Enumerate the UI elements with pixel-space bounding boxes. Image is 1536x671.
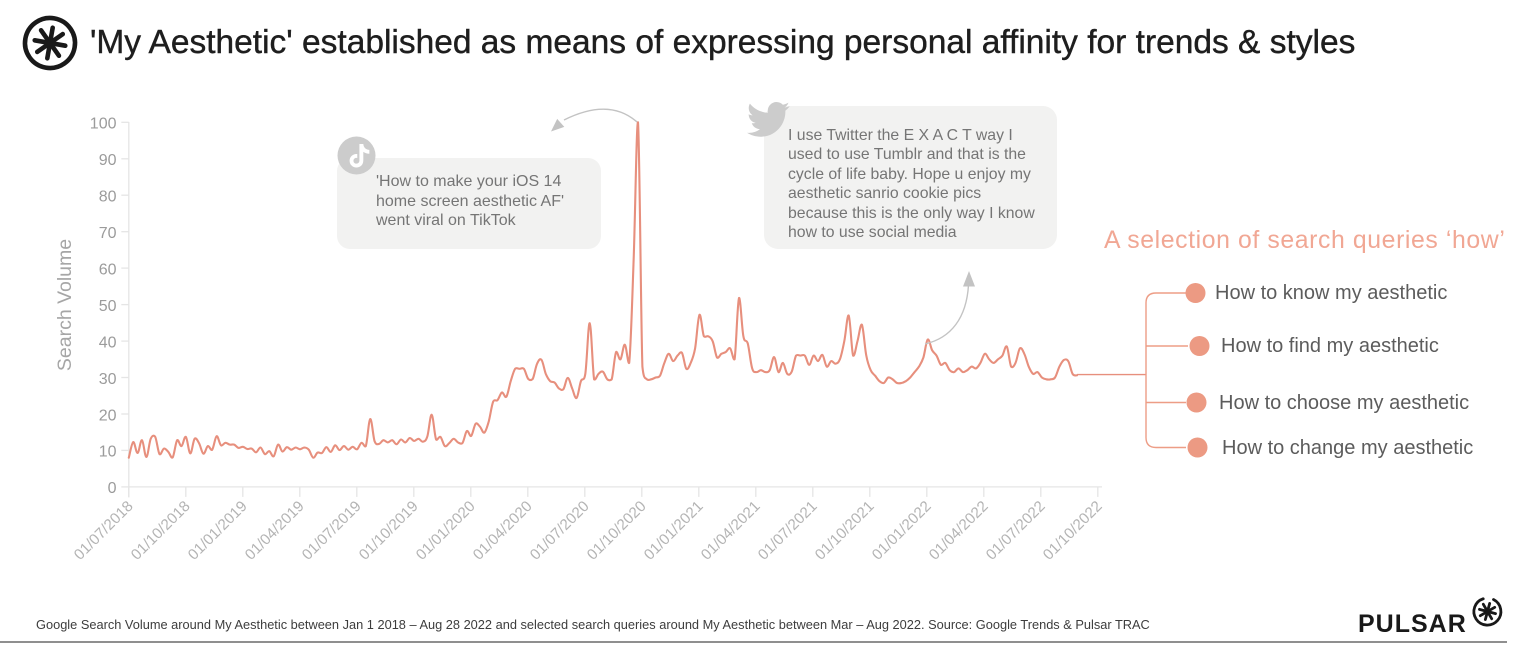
svg-text:01/04/2021: 01/04/2021 — [698, 498, 764, 564]
svg-text:01/07/2022: 01/07/2022 — [983, 498, 1049, 564]
svg-text:01/07/2018: 01/07/2018 — [71, 498, 137, 564]
svg-text:01/04/2020: 01/04/2020 — [470, 498, 536, 564]
svg-text:01/01/2019: 01/01/2019 — [185, 498, 251, 564]
svg-text:0: 0 — [108, 480, 117, 497]
svg-text:70: 70 — [99, 225, 117, 242]
svg-text:Search Volume: Search Volume — [54, 239, 76, 371]
svg-text:01/01/2020: 01/01/2020 — [413, 498, 479, 564]
svg-text:01/04/2022: 01/04/2022 — [926, 498, 992, 564]
svg-text:30: 30 — [99, 371, 117, 388]
svg-text:01/10/2020: 01/10/2020 — [584, 498, 650, 564]
svg-text:100: 100 — [90, 116, 117, 133]
svg-text:01/10/2019: 01/10/2019 — [356, 498, 422, 564]
svg-text:01/10/2018: 01/10/2018 — [128, 498, 194, 564]
svg-text:01/07/2019: 01/07/2019 — [299, 498, 365, 564]
svg-text:50: 50 — [99, 298, 117, 315]
svg-text:60: 60 — [99, 261, 117, 278]
svg-text:01/10/2021: 01/10/2021 — [812, 498, 878, 564]
svg-text:10: 10 — [99, 444, 117, 461]
svg-text:01/07/2020: 01/07/2020 — [527, 498, 593, 564]
svg-text:01/01/2022: 01/01/2022 — [869, 498, 935, 564]
svg-text:01/01/2021: 01/01/2021 — [641, 498, 707, 564]
svg-text:40: 40 — [99, 334, 117, 351]
svg-text:01/07/2021: 01/07/2021 — [755, 498, 821, 564]
svg-text:90: 90 — [99, 152, 117, 169]
svg-text:20: 20 — [99, 407, 117, 424]
svg-text:01/04/2019: 01/04/2019 — [242, 498, 308, 564]
svg-text:80: 80 — [99, 189, 117, 206]
svg-text:01/10/2022: 01/10/2022 — [1040, 498, 1106, 564]
